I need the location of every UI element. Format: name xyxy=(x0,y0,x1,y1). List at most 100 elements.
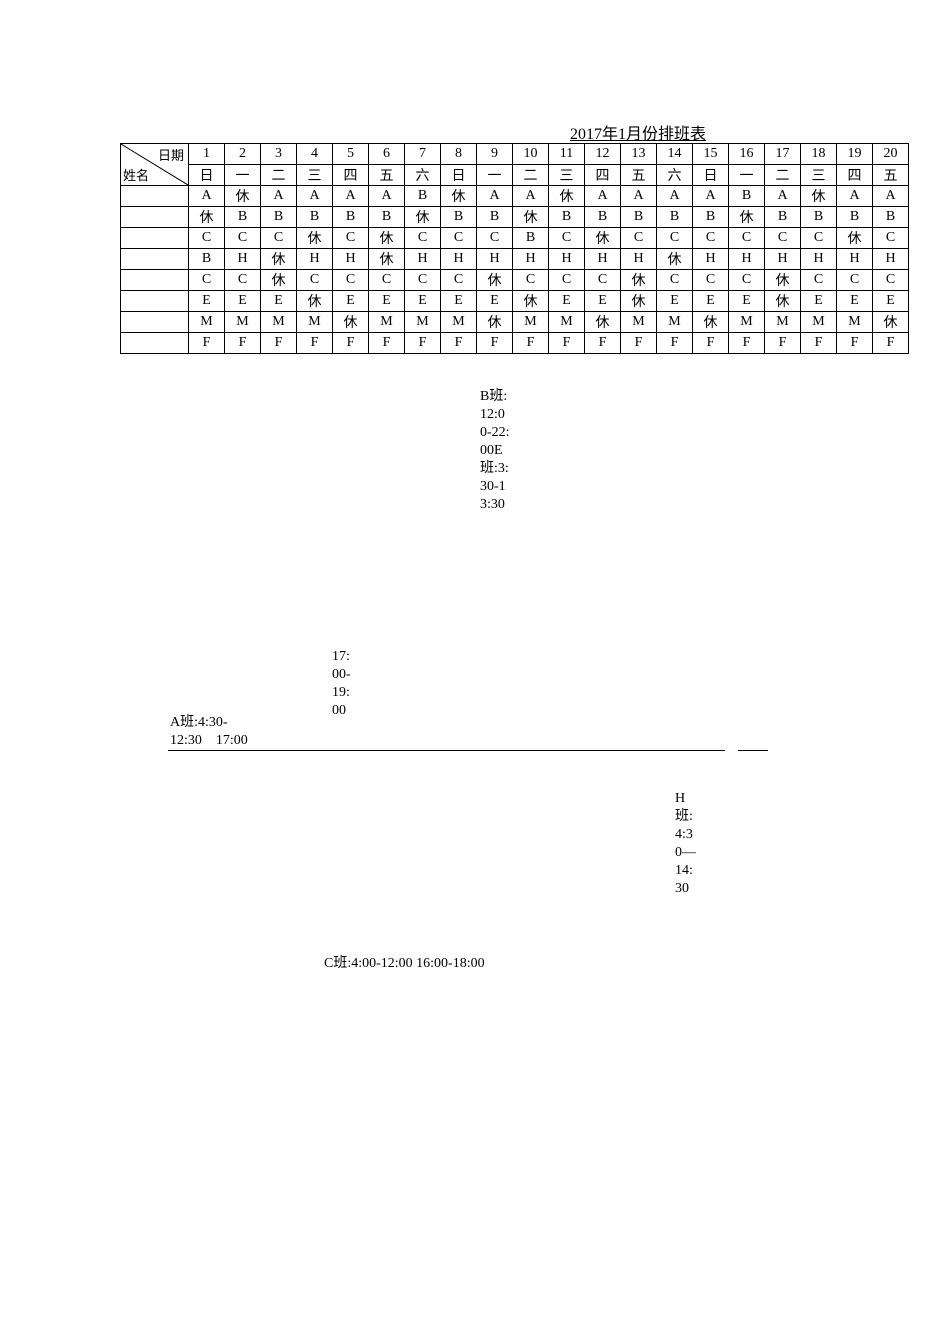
shift-cell: A xyxy=(585,186,621,207)
shift-cell: 休 xyxy=(549,186,585,207)
shift-cell: 休 xyxy=(801,186,837,207)
shift-cell: H xyxy=(873,249,909,270)
shift-cell: 休 xyxy=(333,312,369,333)
weekday: 四 xyxy=(837,165,873,186)
weekday: 一 xyxy=(477,165,513,186)
shift-cell: 休 xyxy=(477,312,513,333)
shift-cell: E xyxy=(261,291,297,312)
shift-cell: 休 xyxy=(765,291,801,312)
weekday: 一 xyxy=(729,165,765,186)
day-num: 9 xyxy=(477,144,513,165)
shift-cell: C xyxy=(801,270,837,291)
shift-cell: F xyxy=(225,333,261,354)
shift-cell: 休 xyxy=(297,291,333,312)
shift-cell: M xyxy=(801,312,837,333)
weekday: 日 xyxy=(441,165,477,186)
shift-cell: F xyxy=(873,333,909,354)
shift-cell: F xyxy=(405,333,441,354)
shift-cell: B xyxy=(621,207,657,228)
shift-cell: 休 xyxy=(657,249,693,270)
shift-cell: A xyxy=(369,186,405,207)
shift-cell: E xyxy=(873,291,909,312)
weekday: 六 xyxy=(405,165,441,186)
table-row: 休BBBBB休BB休BBBBB休BBBB xyxy=(121,207,909,228)
shift-cell: M xyxy=(405,312,441,333)
shift-cell: C xyxy=(261,228,297,249)
shift-cell: 休 xyxy=(693,312,729,333)
shift-cell: B xyxy=(261,207,297,228)
weekday: 四 xyxy=(333,165,369,186)
table-row: A休AAAAB休AA休AAAABA休AA xyxy=(121,186,909,207)
shift-cell: E xyxy=(477,291,513,312)
shift-cell: B xyxy=(585,207,621,228)
weekday: 日 xyxy=(693,165,729,186)
shift-cell: C xyxy=(189,270,225,291)
legend-shift-a-line1: A班:4:30- xyxy=(170,715,228,730)
legend-shift-h: H班:4:30—14:30 xyxy=(675,790,699,898)
shift-cell: M xyxy=(261,312,297,333)
shift-cell: B xyxy=(189,249,225,270)
shift-cell: E xyxy=(837,291,873,312)
name-cell xyxy=(121,249,189,270)
shift-cell: 休 xyxy=(837,228,873,249)
day-num: 17 xyxy=(765,144,801,165)
shift-cell: 休 xyxy=(261,270,297,291)
shift-cell: H xyxy=(765,249,801,270)
shift-cell: C xyxy=(549,270,585,291)
shift-cell: A xyxy=(621,186,657,207)
day-num: 10 xyxy=(513,144,549,165)
shift-cell: H xyxy=(549,249,585,270)
day-num: 1 xyxy=(189,144,225,165)
weekday: 二 xyxy=(513,165,549,186)
shift-cell: 休 xyxy=(513,207,549,228)
shift-cell: C xyxy=(837,270,873,291)
weekday: 五 xyxy=(621,165,657,186)
shift-cell: H xyxy=(621,249,657,270)
shift-cell: E xyxy=(693,291,729,312)
shift-cell: M xyxy=(189,312,225,333)
schedule-table: 日期 姓名 1 2 3 4 5 6 7 8 9 10 11 12 13 14 1… xyxy=(120,143,909,354)
shift-cell: C xyxy=(513,270,549,291)
table-row: FFFFFFFFFFFFFFFFFFFF xyxy=(121,333,909,354)
header-row-weekdays: 日 一 二 三 四 五 六 日 一 二 三 四 五 六 日 一 二 三 四 五 xyxy=(121,165,909,186)
shift-cell: C xyxy=(225,228,261,249)
name-cell xyxy=(121,207,189,228)
shift-cell: A xyxy=(513,186,549,207)
underline-segment xyxy=(738,750,768,751)
weekday: 六 xyxy=(657,165,693,186)
header-row-days: 日期 姓名 1 2 3 4 5 6 7 8 9 10 11 12 13 14 1… xyxy=(121,144,909,165)
shift-cell: C xyxy=(873,270,909,291)
shift-cell: 休 xyxy=(729,207,765,228)
day-num: 4 xyxy=(297,144,333,165)
shift-cell: F xyxy=(333,333,369,354)
shift-cell: 休 xyxy=(873,312,909,333)
shift-cell: C xyxy=(585,270,621,291)
shift-cell: C xyxy=(405,228,441,249)
table-row: EEE休EEEEE休EE休EEE休EEE xyxy=(121,291,909,312)
day-num: 19 xyxy=(837,144,873,165)
shift-cell: 休 xyxy=(369,249,405,270)
table-row: CC休CCCCC休CCC休CCC休CCC xyxy=(121,270,909,291)
shift-cell: B xyxy=(513,228,549,249)
legend-shift-a-line2: 12:30 xyxy=(170,733,202,748)
shift-cell: M xyxy=(297,312,333,333)
shift-cell: M xyxy=(729,312,765,333)
legend-shift-c: C班:4:00-12:00 16:00-18:00 xyxy=(324,952,485,972)
shift-cell: A xyxy=(765,186,801,207)
shift-cell: H xyxy=(477,249,513,270)
weekday: 五 xyxy=(369,165,405,186)
shift-cell: F xyxy=(477,333,513,354)
day-num: 7 xyxy=(405,144,441,165)
shift-cell: B xyxy=(225,207,261,228)
weekday: 一 xyxy=(225,165,261,186)
shift-cell: 休 xyxy=(441,186,477,207)
day-num: 12 xyxy=(585,144,621,165)
name-cell xyxy=(121,312,189,333)
day-num: 8 xyxy=(441,144,477,165)
shift-cell: B xyxy=(693,207,729,228)
weekday: 日 xyxy=(189,165,225,186)
shift-cell: C xyxy=(693,228,729,249)
shift-cell: E xyxy=(657,291,693,312)
day-num: 11 xyxy=(549,144,585,165)
day-num: 2 xyxy=(225,144,261,165)
